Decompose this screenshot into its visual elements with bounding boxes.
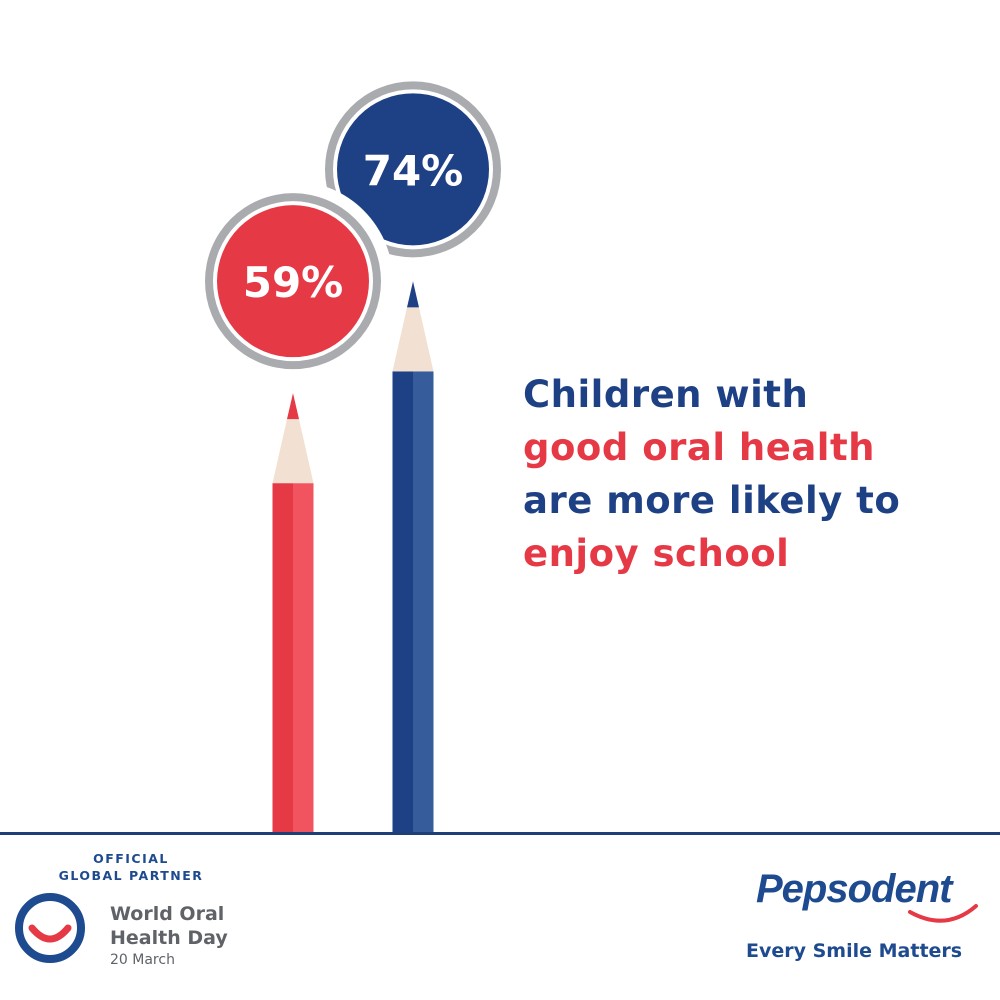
brand-name: Pepsodent — [756, 867, 954, 911]
value-badge — [337, 93, 489, 246]
headline: Children with good oral health are more … — [523, 368, 900, 580]
partner-tag-line-2: GLOBAL PARTNER — [58, 868, 204, 883]
event-name: World Oral Health Day — [110, 902, 228, 950]
event-date: 20 March — [110, 952, 175, 968]
headline-line-2: good oral health — [523, 426, 876, 469]
smile-swoosh — [908, 904, 978, 923]
headline-line-3: are more likely to — [523, 479, 901, 522]
brand-tagline: Every Smile Matters — [746, 940, 963, 962]
partner-tag-line-1: OFFICIAL — [93, 851, 169, 866]
event-name-line-2: Health Day — [110, 927, 228, 949]
pencil-bar-1: 59% — [193, 181, 393, 833]
pencil-wood-tip — [392, 307, 434, 372]
pencil-body-left — [272, 483, 293, 833]
pencil-bar-chart: 74% 59% — [193, 69, 513, 833]
pencil-body-right — [413, 371, 434, 833]
pencil-body-left — [392, 371, 413, 833]
headline-line-1: Children with — [523, 373, 809, 416]
value-label: 74% — [363, 146, 464, 195]
pencil-lead-tip — [407, 281, 419, 308]
pencil-bar-2: 74% — [313, 69, 513, 833]
pepsodent-logo: Pepsodent — [756, 867, 978, 923]
official-partner-tag: OFFICIAL GLOBAL PARTNER — [44, 850, 218, 884]
value-badge — [217, 205, 369, 358]
pencil-body-right — [293, 483, 314, 833]
world-oral-health-day-logo — [15, 893, 85, 963]
footer-divider — [0, 832, 1000, 835]
pencil-wood-tip — [272, 419, 314, 484]
headline-line-4: enjoy school — [523, 532, 790, 575]
event-name-line-1: World Oral — [110, 903, 225, 925]
value-label: 59% — [243, 258, 344, 307]
pencil-lead-tip — [287, 393, 299, 420]
